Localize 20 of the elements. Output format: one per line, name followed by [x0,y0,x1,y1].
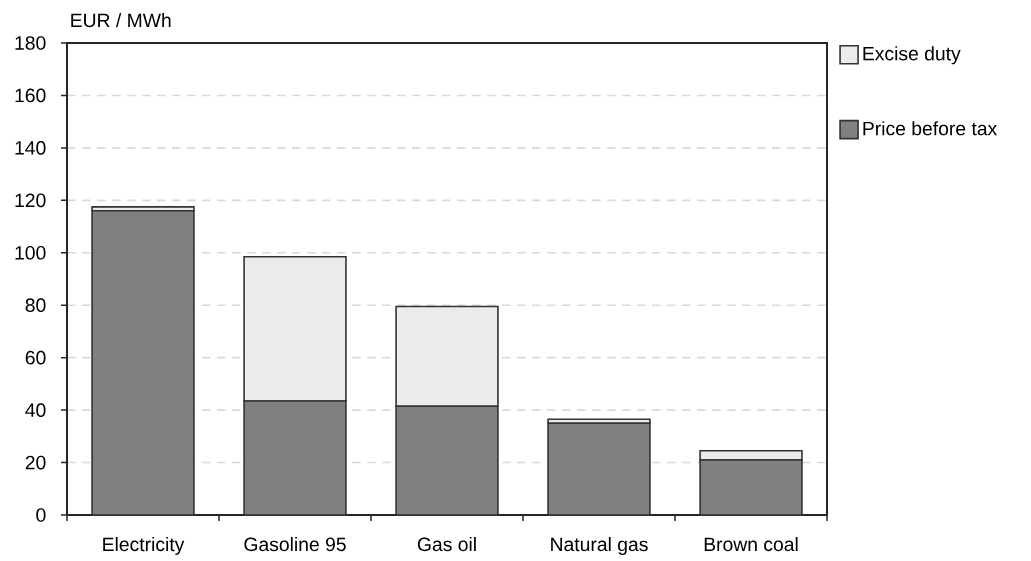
y-tick-label: 80 [25,298,46,313]
y-tick-label: 60 [25,350,46,365]
y-tick-label: 140 [15,141,46,155]
y-axis-title: EUR / MWh [71,12,171,28]
legend-label: Excise duty [863,46,961,65]
x-tick-label: Gasoline 95 [244,536,346,552]
y-tick-label: 100 [15,245,46,260]
y-tick-label: 40 [25,403,46,417]
bar [547,422,651,516]
y-tick-label: 160 [15,88,46,103]
x-tick-label: Electricity [103,536,185,556]
bar [91,210,195,516]
legend-label: Price before tax [863,121,998,136]
x-tick-label: Brown coal [704,536,798,552]
y-tick-label: 20 [25,455,46,470]
y-tick-label: 0 [36,508,46,522]
y-tick-label: 180 [15,36,46,50]
x-tick-label: Natural gas [551,536,648,556]
y-tick-label: 120 [15,193,46,208]
x-tick-label: Gas oil [417,536,476,552]
